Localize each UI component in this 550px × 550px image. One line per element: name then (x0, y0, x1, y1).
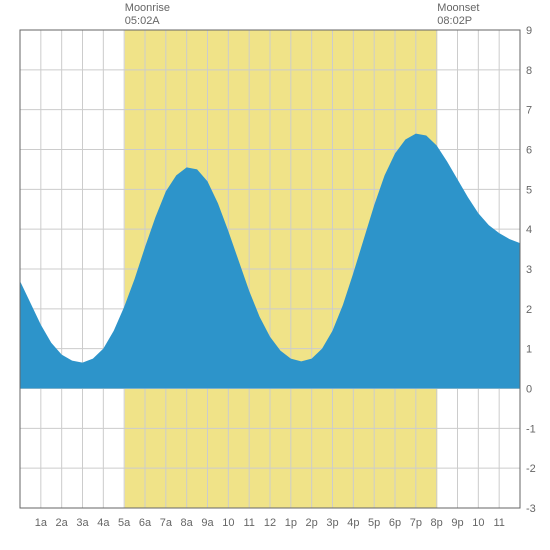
x-tick-label: 4a (97, 517, 110, 529)
x-tick-label: 10 (472, 517, 484, 529)
chart-svg: -3-2-101234567891a2a3a4a5a6a7a8a9a101112… (0, 0, 550, 550)
moonrise-title: Moonrise (125, 2, 170, 15)
y-tick-label: -3 (526, 503, 536, 515)
moonset-title: Moonset (437, 2, 479, 15)
x-tick-label: 3a (76, 517, 89, 529)
x-tick-label: 7p (410, 517, 422, 529)
x-tick-label: 3p (326, 517, 338, 529)
y-tick-label: 5 (526, 184, 532, 196)
tide-chart: Moonrise 05:02A Moonset 08:02P -3-2-1012… (0, 0, 550, 550)
x-tick-label: 11 (243, 517, 254, 529)
y-tick-label: 8 (526, 65, 532, 77)
x-tick-label: 4p (347, 517, 359, 529)
x-tick-label: 5p (368, 517, 380, 529)
x-tick-label: 9p (451, 517, 463, 529)
y-tick-label: 6 (526, 145, 532, 157)
x-tick-label: 6p (389, 517, 401, 529)
x-tick-label: 8p (431, 517, 443, 529)
y-tick-label: -1 (526, 423, 536, 435)
x-tick-label: 12 (264, 517, 276, 529)
moonset-time: 08:02P (437, 15, 479, 28)
x-tick-label: 2a (56, 517, 69, 529)
x-tick-label: 1a (35, 517, 48, 529)
y-tick-label: 4 (526, 224, 532, 236)
y-tick-label: 7 (526, 105, 532, 117)
moonrise-label: Moonrise 05:02A (125, 2, 170, 28)
y-tick-label: 3 (526, 264, 532, 276)
x-tick-label: 9a (201, 517, 214, 529)
y-tick-label: 1 (526, 344, 532, 356)
moonrise-time: 05:02A (125, 15, 170, 28)
x-tick-label: 8a (181, 517, 194, 529)
y-tick-label: 9 (526, 25, 532, 37)
x-tick-label: 1p (285, 517, 297, 529)
x-tick-label: 2p (306, 517, 318, 529)
x-tick-label: 7a (160, 517, 173, 529)
x-tick-label: 10 (222, 517, 234, 529)
y-tick-label: -2 (526, 463, 536, 475)
moonset-label: Moonset 08:02P (437, 2, 479, 28)
x-tick-label: 5a (118, 517, 131, 529)
x-tick-label: 6a (139, 517, 152, 529)
x-tick-label: 11 (493, 517, 504, 529)
y-tick-label: 2 (526, 304, 532, 316)
y-tick-label: 0 (526, 384, 532, 396)
